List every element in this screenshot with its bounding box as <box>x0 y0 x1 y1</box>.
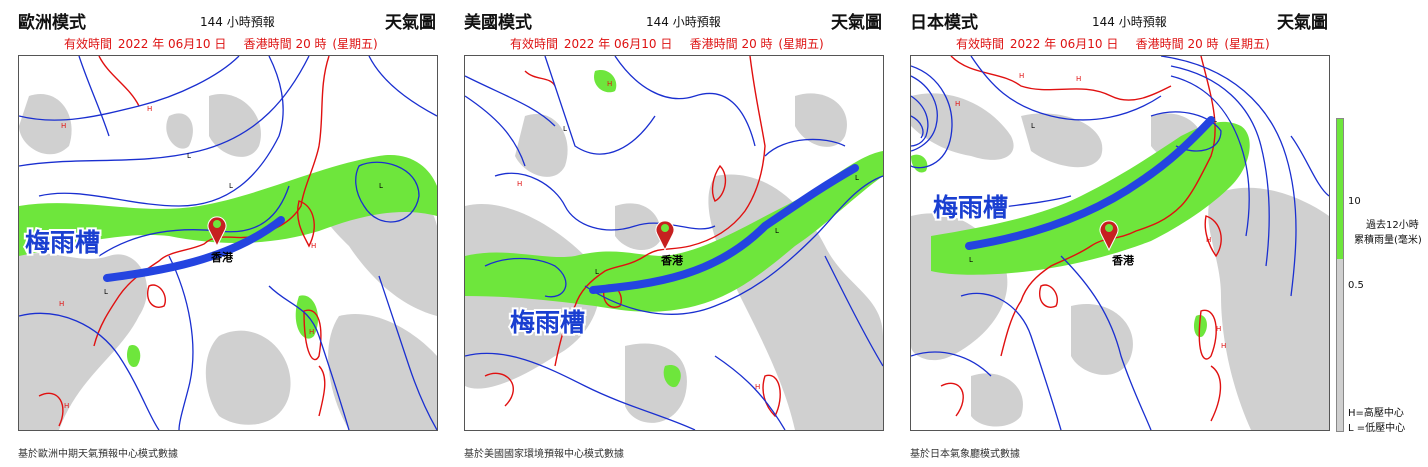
svg-text:H: H <box>59 300 64 308</box>
legend-high-centre: H=高壓中心 <box>1348 408 1404 419</box>
legend-title-line2: 累積雨量(毫米) <box>1354 235 1422 246</box>
svg-text:H: H <box>61 122 66 130</box>
isobars <box>911 56 1329 430</box>
legend-light-swatch <box>1337 259 1343 431</box>
isobars <box>465 56 883 430</box>
weather-map: H L H L L L H 香港 梅雨槽 <box>464 55 884 431</box>
data-source: 基於日本氣象廳模式數據 <box>910 449 1020 460</box>
trough-line <box>103 216 285 282</box>
trough-line <box>589 164 859 294</box>
chart-type: 天氣圖 <box>385 13 436 33</box>
weather-map: H H H L L L H H H 香港 梅雨槽 <box>910 55 1330 431</box>
model-name: 歐洲模式 <box>18 13 86 33</box>
trough-label: 梅雨槽 <box>510 308 585 337</box>
hong-kong-marker <box>207 216 227 248</box>
svg-text:H: H <box>1216 325 1221 333</box>
chart-type: 天氣圖 <box>1277 13 1328 33</box>
forecast-hours: 144 小時預報 <box>200 15 275 29</box>
svg-text:L: L <box>104 288 108 296</box>
legend-title-line1: 過去12小時 <box>1366 220 1419 231</box>
svg-text:H: H <box>1221 342 1226 350</box>
hk-label: 香港 <box>210 250 234 264</box>
chart-type: 天氣圖 <box>831 13 882 33</box>
svg-text:H: H <box>311 242 316 250</box>
panel-ncep: 美國模式 144 小時預報 天氣圖 有效時間 2022 年 06月10 日 香港… <box>446 0 896 467</box>
valid-time: 有效時間 2022 年 06月10 日 香港時間 20 時 (星期五) <box>956 37 1270 51</box>
svg-text:H: H <box>1076 75 1081 83</box>
heavy-rain-areas <box>19 155 437 367</box>
legend-low-centre: L =低壓中心 <box>1348 423 1406 434</box>
data-source: 基於歐洲中期天氣預報中心模式數據 <box>18 449 178 460</box>
trough-label: 梅雨槽 <box>933 193 1008 222</box>
forecast-hours: 144 小時預報 <box>1092 15 1167 29</box>
hk-label: 香港 <box>660 253 684 267</box>
svg-text:L: L <box>595 268 599 276</box>
coastline <box>38 56 330 427</box>
rainfall-legend: 10 0.5 過去12小時 累積雨量(毫米) H=高壓中心 L =低壓中心 <box>1336 60 1428 460</box>
svg-text:H: H <box>1206 236 1211 244</box>
hk-label: 香港 <box>1111 253 1135 267</box>
svg-text:L: L <box>187 152 191 160</box>
legend-colorbar <box>1336 118 1344 432</box>
svg-text:H: H <box>64 402 69 410</box>
svg-text:L: L <box>969 256 973 264</box>
legend-heavy-swatch <box>1337 119 1343 259</box>
panel-jma: 日本模式 144 小時預報 天氣圖 有效時間 2022 年 06月10 日 香港… <box>892 0 1342 467</box>
trough-line <box>965 116 1215 250</box>
model-name: 日本模式 <box>910 13 978 33</box>
svg-text:H: H <box>755 383 760 391</box>
heavy-rain-areas <box>465 70 883 388</box>
pressure-centres: H L H L L L H <box>517 80 859 391</box>
coastline <box>940 56 1222 422</box>
weather-map: H H L L L H H H L H 香港 梅雨槽 <box>18 55 438 431</box>
svg-text:L: L <box>229 182 233 190</box>
svg-text:L: L <box>775 227 779 235</box>
svg-text:L: L <box>379 182 383 190</box>
hong-kong-marker <box>1099 220 1119 252</box>
svg-text:H: H <box>147 105 152 113</box>
svg-text:L: L <box>855 174 859 182</box>
svg-text:H: H <box>517 180 522 188</box>
data-source: 基於美國國家環境預報中心模式數據 <box>464 449 624 460</box>
legend-tick-high: 10 <box>1348 196 1361 207</box>
hong-kong-marker <box>655 220 675 252</box>
svg-text:H: H <box>607 80 612 88</box>
valid-time: 有效時間 2022 年 06月10 日 香港時間 20 時 (星期五) <box>64 37 378 51</box>
trough-label: 梅雨槽 <box>25 228 100 257</box>
model-name: 美國模式 <box>464 13 532 33</box>
light-rain-areas <box>19 94 437 430</box>
svg-text:L: L <box>1031 122 1035 130</box>
svg-text:H: H <box>309 328 314 336</box>
panel-ec: 歐洲模式 144 小時預報 天氣圖 有效時間 2022 年 06月10 日 香港… <box>0 0 450 467</box>
svg-text:H: H <box>1019 72 1024 80</box>
svg-text:H: H <box>955 100 960 108</box>
forecast-hours: 144 小時預報 <box>646 15 721 29</box>
legend-tick-low: 0.5 <box>1348 280 1364 291</box>
svg-text:L: L <box>563 125 567 133</box>
pressure-centres: H H L L L H H H L H <box>59 105 383 410</box>
valid-time: 有效時間 2022 年 06月10 日 香港時間 20 時 (星期五) <box>510 37 824 51</box>
isobars <box>19 56 437 430</box>
